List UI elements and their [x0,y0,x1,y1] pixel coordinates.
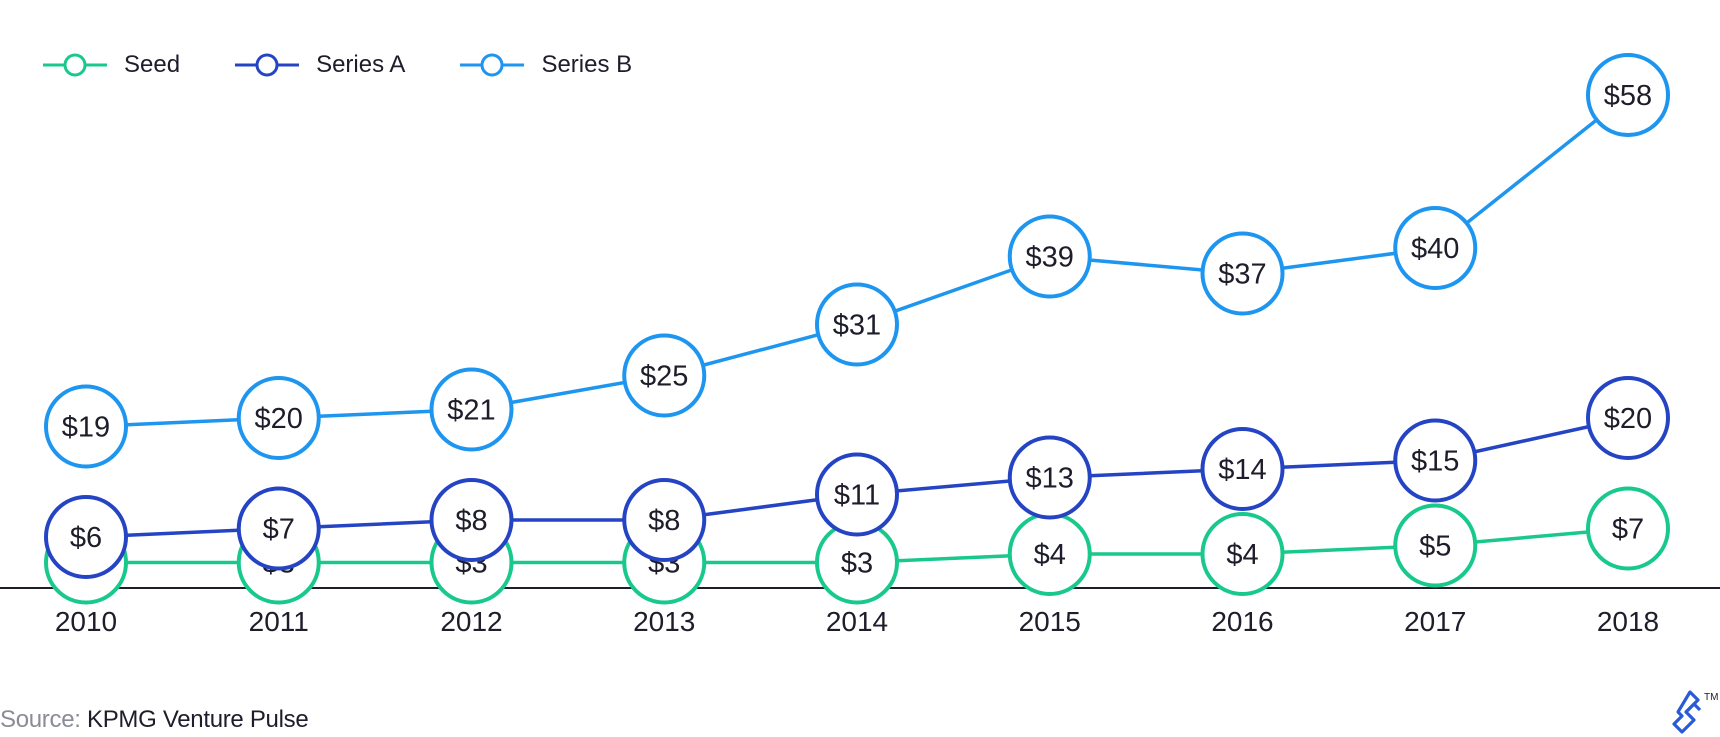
trademark-mark: TM [1704,692,1718,703]
data-label-series-b: $39 [1026,242,1074,274]
data-marker-series-a [1393,418,1478,503]
data-point-series-a: $7 [236,486,321,571]
data-marker-series-b [1200,231,1285,316]
x-tick-label: 2011 [249,606,309,637]
data-marker-series-b [815,282,899,367]
legend-label-series-a: Series A [316,51,406,78]
data-label-series-a: $8 [648,505,680,537]
legend-swatch-seed [43,53,107,77]
legend-item-seed: Seed [40,50,180,80]
data-label-series-a: $15 [1411,446,1459,478]
x-tick-label: 2016 [1211,606,1273,637]
data-marker-seed [1586,486,1670,571]
data-point-series-b: $37 [1200,231,1285,316]
data-label-series-a: $13 [1026,463,1074,495]
x-tick-label: 2015 [1019,606,1081,637]
legend-label-series-b: Series B [541,51,633,78]
data-point-series-a: $11 [815,452,899,537]
data-marker-series-b [429,367,514,452]
x-tick-label: 2014 [826,606,888,637]
toptal-logo-icon: TM [1672,690,1718,734]
data-marker-series-a [1586,376,1670,460]
legend-swatch-series-a [235,53,300,77]
data-label-series-b: $25 [640,361,688,393]
data-marker-series-b [1007,214,1092,299]
data-label-seed: $3 [841,548,873,580]
data-point-series-a: $20 [1586,376,1670,460]
legend: Seed Series A Series B [40,50,632,80]
data-label-series-a: $8 [455,505,487,537]
data-marker-series-a [815,452,899,537]
data-label-series-b: $20 [255,403,303,435]
data-point-series-a: $15 [1393,418,1478,503]
legend-label-seed: Seed [124,51,181,78]
data-marker-series-a [1200,427,1285,511]
data-label-series-b: $58 [1604,80,1652,112]
x-tick-label: 2018 [1597,606,1659,637]
data-label-series-a: $20 [1604,403,1652,435]
source-note: Source: KPMG Venture Pulse [0,706,309,734]
data-point-series-b: $39 [1007,214,1092,299]
data-label-series-b: $40 [1411,233,1459,265]
data-marker-seed [1200,512,1285,596]
data-point-seed: $7 [1586,486,1670,571]
data-point-seed: $5 [1393,503,1478,588]
data-label-series-a: $7 [263,514,295,546]
legend-item-series-b: Series B [457,50,632,80]
data-label-seed: $4 [1226,539,1258,571]
data-marker-series-a [44,495,128,579]
data-marker-seed [1393,503,1478,588]
data-label-series-b: $31 [833,310,881,342]
data-label-series-b: $37 [1218,259,1266,291]
x-tick-label: 2017 [1404,606,1466,637]
source-text: KPMG Venture Pulse [87,706,309,733]
data-label-series-b: $19 [62,412,110,444]
line-chart: 2010 2011 2012 2013 2014 2015 2016 2017 2018 $3 $3… [0,53,1720,637]
data-label-series-b: $21 [447,395,495,427]
data-point-series-b: $25 [622,333,707,418]
data-marker-series-a [622,478,707,562]
data-label-series-a: $11 [834,480,880,512]
data-marker-series-b [44,384,128,469]
data-point-seed: $4 [1200,512,1285,596]
data-marker-series-a [1007,435,1092,520]
data-point-series-a: $8 [429,478,514,562]
data-point-series-a: $6 [44,495,128,579]
data-point-series-b: $40 [1393,206,1478,290]
data-label-seed: $7 [1612,514,1644,546]
data-label-series-a: $14 [1218,454,1266,486]
data-marker-series-b [622,333,707,418]
data-point-series-a: $14 [1200,427,1285,511]
x-tick-label: 2013 [633,606,695,637]
data-point-series-a: $13 [1007,435,1092,520]
data-point-seed: $4 [1007,512,1092,596]
legend-item-series-a: Series A [232,50,405,80]
data-point-series-b: $19 [44,384,128,469]
data-point-series-a: $8 [622,478,707,562]
data-marker-series-b [1393,206,1478,290]
data-label-seed: $5 [1419,531,1451,563]
data-marker-series-a [236,486,321,571]
x-tick-label: 2010 [55,606,117,637]
data-point-series-b: $31 [815,282,899,367]
x-tick-label: 2012 [440,606,502,637]
data-marker-series-b [1586,53,1670,137]
legend-swatch-series-b [460,53,525,77]
data-point-seed: $3 [815,520,899,605]
data-marker-series-b [236,376,321,460]
data-point-series-b: $20 [236,376,321,460]
data-label-seed: $4 [1034,539,1066,571]
source-label: Source: [0,706,81,733]
data-point-series-b: $21 [429,367,514,452]
data-point-series-b: $58 [1586,53,1670,137]
data-label-series-a: $6 [70,522,102,554]
data-marker-series-a [429,478,514,562]
